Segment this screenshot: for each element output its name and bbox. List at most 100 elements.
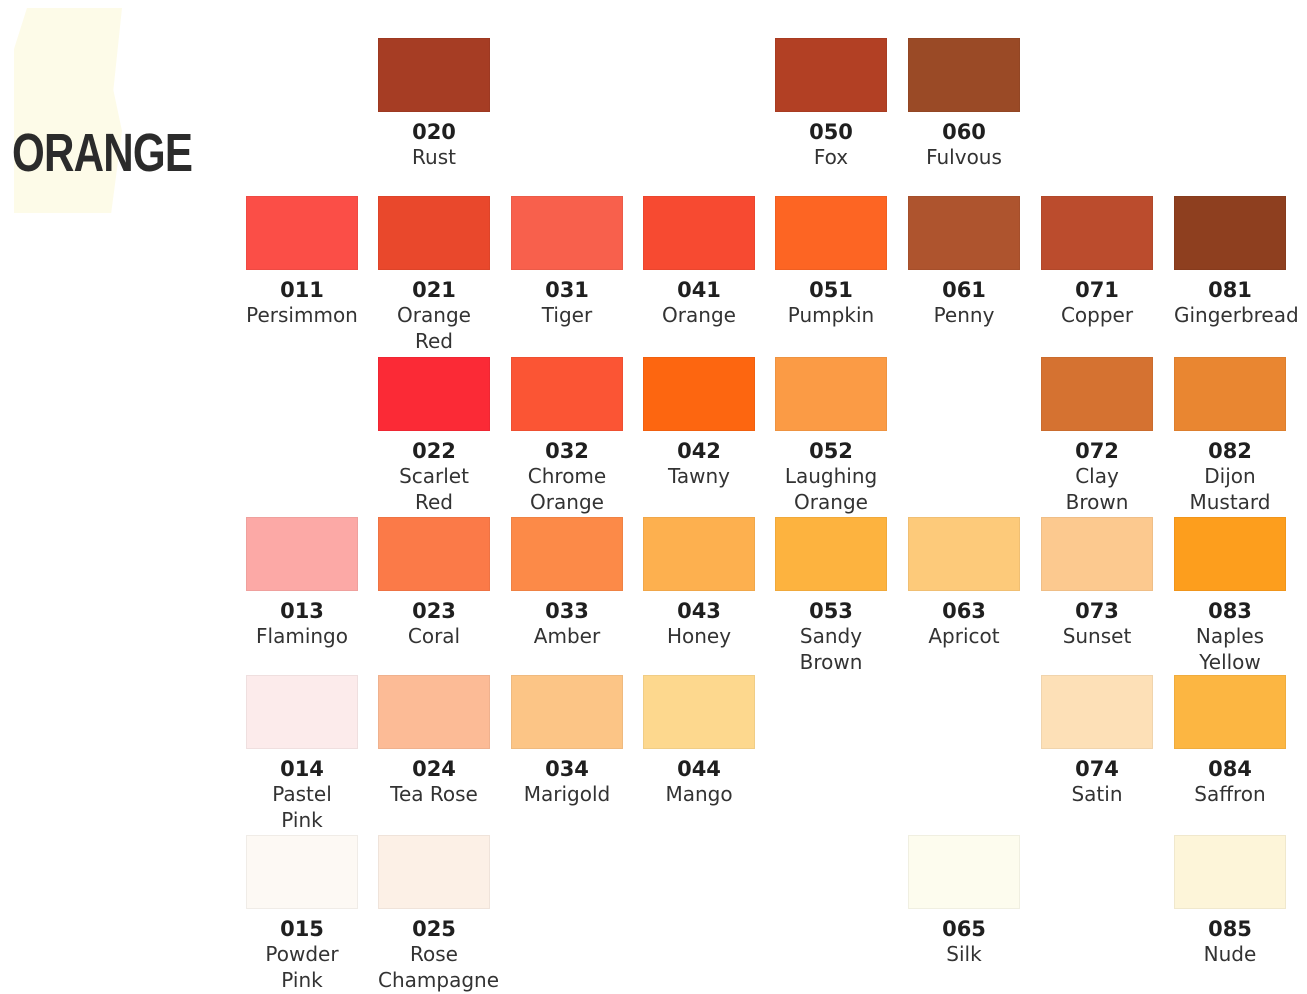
swatch-name: Amber bbox=[533, 624, 601, 648]
title-accent-strip bbox=[14, 8, 122, 213]
swatch-code: 031 bbox=[545, 278, 589, 302]
swatch-name: Dijon Mustard bbox=[1189, 464, 1271, 514]
color-chip bbox=[908, 196, 1020, 270]
swatch-052: 052 Laughing Orange bbox=[775, 357, 887, 515]
swatch-042: 042 Tawny bbox=[643, 357, 755, 489]
color-chip bbox=[1041, 517, 1153, 591]
color-chip bbox=[378, 835, 490, 909]
color-chip bbox=[1174, 357, 1286, 431]
swatch-code: 085 bbox=[1208, 917, 1252, 941]
swatch-code: 083 bbox=[1208, 599, 1252, 623]
swatch-name: Orange bbox=[662, 303, 736, 327]
swatch-053: 053 Sandy Brown bbox=[775, 517, 887, 675]
swatch-022: 022 Scarlet Red bbox=[378, 357, 490, 515]
swatch-name: Copper bbox=[1060, 303, 1134, 327]
color-chip bbox=[1174, 675, 1286, 749]
swatch-code: 032 bbox=[545, 439, 589, 463]
color-chip bbox=[775, 196, 887, 270]
swatch-code: 052 bbox=[809, 439, 853, 463]
swatch-name: Nude bbox=[1203, 942, 1257, 966]
swatch-name: Honey bbox=[666, 624, 732, 648]
swatch-044: 044 Mango bbox=[643, 675, 755, 807]
swatch-065: 065 Silk bbox=[908, 835, 1020, 967]
swatch-name: Pastel Pink bbox=[272, 782, 332, 832]
swatch-code: 044 bbox=[677, 757, 721, 781]
swatch-071: 071 Copper bbox=[1041, 196, 1153, 328]
swatch-061: 061 Penny bbox=[908, 196, 1020, 328]
swatch-code: 013 bbox=[280, 599, 324, 623]
color-chip bbox=[1174, 517, 1286, 591]
swatch-name: Penny bbox=[933, 303, 995, 327]
swatch-024: 024 Tea Rose bbox=[378, 675, 490, 807]
swatch-code: 073 bbox=[1075, 599, 1119, 623]
color-chip bbox=[908, 38, 1020, 112]
color-chip bbox=[1174, 835, 1286, 909]
swatch-name: Laughing Orange bbox=[784, 464, 878, 514]
swatch-073: 073 Sunset bbox=[1041, 517, 1153, 649]
swatch-code: 063 bbox=[942, 599, 986, 623]
swatch-code: 072 bbox=[1075, 439, 1119, 463]
swatch-name: Fulvous bbox=[926, 145, 1002, 169]
swatch-name: Clay Brown bbox=[1065, 464, 1129, 514]
swatch-name: Satin bbox=[1071, 782, 1123, 806]
swatch-code: 074 bbox=[1075, 757, 1119, 781]
swatch-name: Persimmon bbox=[246, 303, 358, 327]
color-chip bbox=[378, 357, 490, 431]
swatch-code: 034 bbox=[545, 757, 589, 781]
swatch-code: 081 bbox=[1208, 278, 1252, 302]
swatch-023: 023 Coral bbox=[378, 517, 490, 649]
swatch-020: 020 Rust bbox=[378, 38, 490, 170]
color-chip bbox=[775, 38, 887, 112]
swatch-041: 041 Orange bbox=[643, 196, 755, 328]
color-chip bbox=[908, 835, 1020, 909]
color-chip bbox=[643, 675, 755, 749]
swatch-043: 043 Honey bbox=[643, 517, 755, 649]
swatch-name: Tawny bbox=[667, 464, 731, 488]
swatch-name: Saffron bbox=[1194, 782, 1266, 806]
swatch-name: Marigold bbox=[523, 782, 611, 806]
swatch-name: Silk bbox=[946, 942, 982, 966]
swatch-074: 074 Satin bbox=[1041, 675, 1153, 807]
swatch-name: Scarlet Red bbox=[399, 464, 469, 514]
color-chip bbox=[378, 196, 490, 270]
swatch-031: 031 Tiger bbox=[511, 196, 623, 328]
swatch-code: 020 bbox=[412, 120, 456, 144]
swatch-013: 013 Flamingo bbox=[246, 517, 358, 649]
swatch-code: 071 bbox=[1075, 278, 1119, 302]
color-chip bbox=[643, 196, 755, 270]
swatch-code: 061 bbox=[942, 278, 986, 302]
swatch-name: Powder Pink bbox=[265, 942, 339, 992]
swatch-072: 072 Clay Brown bbox=[1041, 357, 1153, 515]
swatch-name: Sunset bbox=[1062, 624, 1132, 648]
color-chip bbox=[643, 357, 755, 431]
color-chip bbox=[643, 517, 755, 591]
swatch-name: Tiger bbox=[541, 303, 593, 327]
color-chip bbox=[378, 517, 490, 591]
swatch-code: 051 bbox=[809, 278, 853, 302]
swatch-034: 034 Marigold bbox=[511, 675, 623, 807]
swatch-code: 011 bbox=[280, 278, 324, 302]
swatch-015: 015 Powder Pink bbox=[246, 835, 358, 993]
swatch-code: 042 bbox=[677, 439, 721, 463]
color-chip bbox=[1041, 357, 1153, 431]
color-chip bbox=[378, 38, 490, 112]
swatch-084: 084 Saffron bbox=[1174, 675, 1286, 807]
swatch-name: Rust bbox=[412, 145, 456, 169]
swatch-code: 021 bbox=[412, 278, 456, 302]
swatch-code: 022 bbox=[412, 439, 456, 463]
swatch-code: 065 bbox=[942, 917, 986, 941]
swatch-063: 063 Apricot bbox=[908, 517, 1020, 649]
swatch-name: Pumpkin bbox=[787, 303, 875, 327]
color-chip bbox=[246, 675, 358, 749]
swatch-name: Tea Rose bbox=[390, 782, 478, 806]
swatch-083: 083 Naples Yellow bbox=[1174, 517, 1286, 675]
swatch-code: 023 bbox=[412, 599, 456, 623]
swatch-081: 081 Gingerbread bbox=[1174, 196, 1299, 328]
swatch-050: 050 Fox bbox=[775, 38, 887, 170]
swatch-code: 084 bbox=[1208, 757, 1252, 781]
swatch-code: 014 bbox=[280, 757, 324, 781]
swatch-021: 021 Orange Red bbox=[378, 196, 490, 354]
swatch-name: Rose Champagne bbox=[378, 942, 500, 992]
swatch-name: Fox bbox=[813, 145, 849, 169]
color-chip bbox=[511, 517, 623, 591]
